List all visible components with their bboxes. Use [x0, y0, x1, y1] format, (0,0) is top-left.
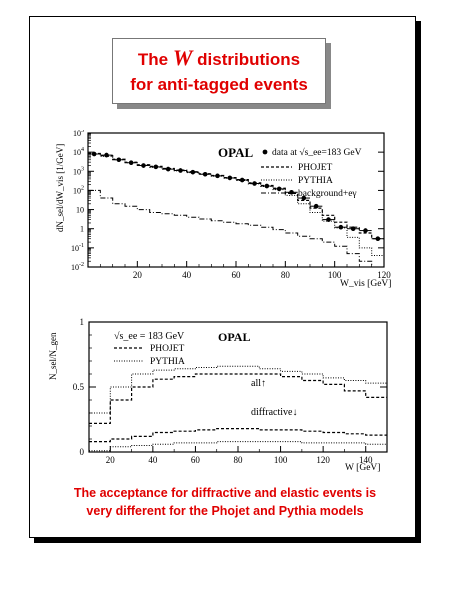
top-y-tick-label: 10 — [76, 206, 84, 215]
bottom-x-tick-label: 120 — [316, 455, 330, 465]
data-point — [153, 164, 159, 170]
top-series-pythia — [88, 153, 384, 256]
legend-phojet-label: PHOJET — [298, 163, 333, 173]
bottom-series-all-phojet — [89, 373, 387, 424]
title-prefix: The — [137, 50, 169, 69]
top-y-tick-label: 10-1 — [71, 243, 84, 253]
bottom-xlabel: W [GeV] — [345, 463, 380, 473]
top-series-backgrounde — [88, 189, 384, 268]
data-point — [215, 173, 220, 179]
data-point — [350, 226, 356, 232]
top-xlabel: W_vis [GeV] — [340, 279, 391, 289]
caption-line-2: very different for the Phojet and Pythia… — [86, 504, 364, 518]
top-x-tick-label: 120 — [377, 270, 391, 280]
annotation-diffractive: diffractive↓ — [251, 407, 297, 418]
legend-background-label: background+eγ — [298, 189, 357, 199]
data-point — [104, 152, 109, 158]
bottom-x-tick-label: 20 — [106, 455, 116, 465]
data-point — [313, 203, 319, 209]
data-point — [375, 236, 381, 242]
top-y-tick-label: 10-2 — [71, 262, 84, 272]
bottom-y-tick-label: 0 — [80, 447, 85, 457]
bottom-y-tick-label: 1 — [80, 317, 85, 327]
bottom-series-diffractive-phojet — [89, 428, 387, 443]
top-x-tick-label: 100 — [328, 270, 342, 280]
top-y-tick-label: 1 — [80, 225, 84, 234]
title-box: The W distributions for anti-tagged even… — [112, 38, 326, 104]
data-point — [289, 189, 294, 195]
legend-data-label: data at √s_ee=183 GeV — [272, 147, 362, 158]
caption-line-1: The acceptance for diffractive and elast… — [73, 486, 377, 500]
title-suffix: distributions — [197, 50, 301, 69]
bottom-y-tick-label: 0.5 — [73, 382, 85, 392]
bottom-x-tick-label: 80 — [234, 455, 244, 465]
data-point — [252, 181, 257, 186]
bottom-x-tick-label: 60 — [191, 455, 201, 465]
title-line-1: The W distributions — [113, 45, 325, 71]
data-point — [190, 169, 196, 175]
top-x-tick-label: 40 — [182, 270, 192, 280]
data-point — [141, 163, 146, 168]
top-x-tick-label: 20 — [133, 270, 143, 280]
data-point — [264, 183, 270, 189]
bottom-opal-label: OPAL — [218, 330, 250, 344]
data-point — [338, 224, 344, 230]
top-chart: 10-2 10-1 1 10 102 103 104 105 20 40 60 80 100 120 O… — [55, 130, 391, 289]
title-w-symbol: W — [172, 45, 193, 70]
bottom-legend-pythia-label: PYTHIA — [150, 357, 185, 367]
top-y-tick-label: 103 — [73, 166, 84, 176]
data-point — [91, 151, 97, 157]
data-point — [363, 228, 368, 233]
legend-pythia-label: PYTHIA — [298, 176, 333, 186]
data-point — [301, 195, 307, 201]
bottom-series-diffractive-pythia — [89, 441, 387, 452]
data-point — [276, 186, 282, 192]
data-point — [165, 166, 171, 172]
top-y-tick-label: 104 — [73, 147, 84, 157]
top-y-tick-label: 105 — [73, 130, 84, 138]
data-point — [227, 175, 233, 181]
bottom-legend-phojet-label: PHOJET — [150, 344, 185, 354]
top-x-tick-label: 60 — [232, 270, 242, 280]
top-opal-label: OPAL — [218, 145, 253, 160]
legend-data-marker — [262, 149, 268, 155]
top-ylabel: dN_sel/dW_vis [1/GeV] — [55, 144, 65, 232]
data-point — [239, 177, 245, 183]
bottom-ylabel: N_sel/N_gen — [48, 332, 58, 380]
top-legend: data at √s_ee=183 GeV PHOJET PYTHIA back… — [261, 147, 362, 199]
bottom-x-tick-label: 100 — [274, 455, 288, 465]
data-point — [178, 168, 183, 173]
top-series-phojet — [88, 152, 384, 240]
bottom-series-all-pythia — [89, 365, 387, 414]
bottom-energy-label: √s_ee = 183 GeV — [114, 331, 185, 342]
annotation-all: all↑ — [251, 378, 266, 389]
bottom-legend: PHOJET PYTHIA — [114, 344, 185, 367]
title-line-2: for anti-tagged events — [130, 75, 308, 94]
bottom-chart: 00.51 20 40 60 80 100 120 140 √s_ee = 183 GeV … — [48, 317, 388, 473]
data-point — [128, 160, 134, 166]
top-y-tick-label: 102 — [73, 185, 84, 195]
data-point — [202, 171, 208, 177]
bottom-x-tick-label: 40 — [148, 455, 158, 465]
data-point — [326, 217, 331, 222]
data-point — [116, 157, 122, 163]
bottom-x-tick-label: 140 — [359, 455, 373, 465]
top-x-tick-label: 80 — [281, 270, 291, 280]
